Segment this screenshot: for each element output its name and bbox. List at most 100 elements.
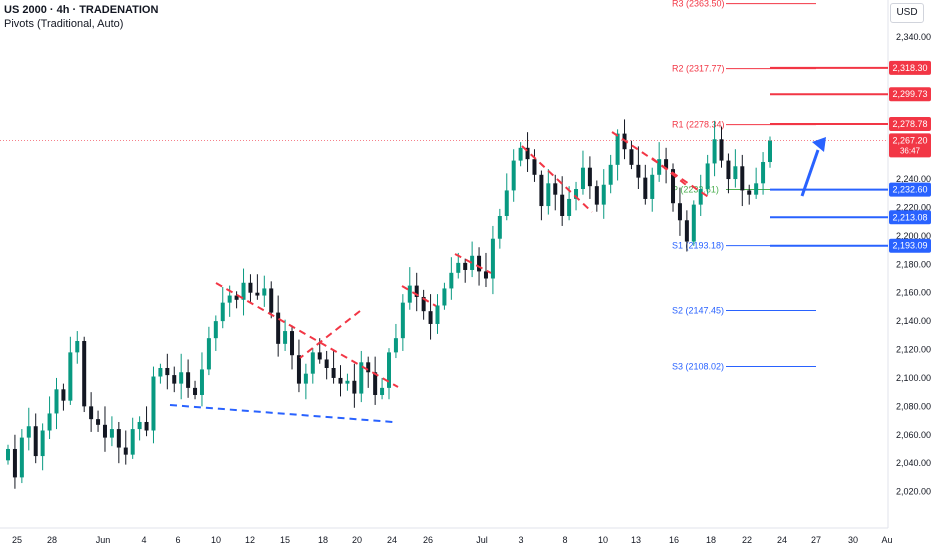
projection-arrow-head[interactable] — [812, 137, 826, 152]
candle-body — [186, 372, 191, 388]
candle-body — [477, 255, 482, 272]
candle-body — [324, 359, 329, 368]
price-axis-ticks: 2,020.00 2,040.00 2,060.00 2,080.00 2,100.00… — [896, 32, 931, 497]
x-tick-label: 13 — [631, 535, 641, 545]
candle-body — [33, 426, 38, 457]
candle-body — [172, 375, 177, 384]
x-tick-label: 25 — [12, 535, 22, 545]
candle-body — [636, 164, 641, 178]
price-badge-3 — [889, 182, 931, 197]
trendline-resistance-3[interactable] — [401, 285, 437, 307]
x-tick-label: 15 — [280, 535, 290, 545]
x-tick-label: 18 — [318, 535, 328, 545]
price-badge-0 — [889, 60, 931, 75]
price-badge-label-4: 2,213.08 — [892, 212, 927, 222]
y-tick-label: 2,120.00 — [896, 345, 931, 355]
trendline-resistance-5[interactable] — [611, 131, 711, 199]
candle-body — [463, 262, 468, 270]
price-badge-label-3: 2,232.60 — [892, 185, 927, 195]
x-tick-label: 30 — [848, 535, 858, 545]
pivot-label-2: R1 (2278.34) — [672, 120, 725, 130]
candle-body — [303, 373, 308, 384]
pivot-label-6: S3 (2108.02) — [672, 362, 724, 372]
candle-body — [747, 190, 752, 195]
candle-body — [449, 272, 454, 289]
x-tick-label: 16 — [669, 535, 679, 545]
candle-body — [40, 430, 45, 457]
x-tick-label: Jul — [476, 535, 488, 545]
pivot-label-3: P (2232.61) — [672, 185, 719, 195]
candle-body — [574, 189, 579, 199]
candle-body — [671, 169, 676, 204]
candle-body — [12, 448, 17, 478]
projection-arrow-shaft[interactable] — [800, 149, 820, 197]
candle-body — [89, 406, 94, 420]
candle-body — [483, 271, 488, 279]
candle-body — [96, 419, 101, 425]
candle-body — [380, 387, 385, 395]
candle-body — [650, 174, 655, 199]
candle-body — [262, 288, 267, 296]
candle-body — [102, 424, 107, 438]
trendline-support[interactable] — [169, 404, 394, 423]
candles — [6, 119, 772, 489]
candle-body — [199, 369, 204, 395]
candle-body — [26, 426, 31, 438]
candle-body — [719, 139, 724, 161]
candle-body — [248, 282, 253, 293]
candle-body — [234, 295, 239, 300]
price-badge-label-2: 2,278.78 — [892, 119, 927, 129]
trendline-resistance-1[interactable] — [299, 310, 361, 359]
candle-body — [109, 429, 114, 438]
x-tick-label: 18 — [706, 535, 716, 545]
y-tick-label: 2,240.00 — [896, 174, 931, 184]
candle-body — [75, 341, 80, 353]
x-tick-label: 12 — [245, 535, 255, 545]
x-tick-label: 24 — [387, 535, 397, 545]
x-tick-label: 10 — [211, 535, 221, 545]
candle-body — [68, 352, 73, 401]
candle-body — [6, 448, 10, 461]
candle-body — [331, 367, 336, 378]
candle-body — [317, 352, 322, 360]
candle-body — [664, 159, 669, 170]
candle-body — [255, 292, 260, 296]
candle-body — [657, 159, 662, 175]
candle-body — [179, 372, 184, 384]
pivot-label-0: R3 (2363.50) — [672, 0, 725, 9]
x-tick-label: Jun — [96, 535, 111, 545]
candle-body — [400, 302, 405, 339]
price-badge-label-5: 2,193.09 — [892, 241, 927, 251]
price-badge-2 — [889, 116, 931, 131]
currency-button[interactable]: USD — [890, 3, 924, 23]
current-price-badge — [889, 133, 931, 158]
trendline-resistance-6[interactable] — [651, 157, 691, 189]
candle-body — [338, 377, 343, 384]
candle-body — [19, 437, 24, 478]
x-tick-label: 28 — [47, 535, 57, 545]
candle-body — [393, 338, 398, 353]
candle-body — [560, 194, 565, 216]
candle-body — [629, 149, 634, 165]
candle-body — [151, 376, 156, 431]
candle-body — [220, 302, 225, 322]
candle-body — [269, 288, 274, 313]
indicator-title[interactable]: Pivots (Traditional, Auto) — [4, 18, 124, 30]
price-badge-label-0: 2,318.30 — [892, 63, 927, 73]
trendline-resistance-2[interactable] — [454, 253, 492, 274]
candle-body — [580, 167, 585, 190]
trendline-resistance-4[interactable] — [521, 145, 593, 213]
candle-body — [490, 238, 495, 279]
candle-body — [130, 429, 135, 455]
x-tick-label: 27 — [811, 535, 821, 545]
candle-body — [740, 166, 745, 191]
candle-body — [594, 186, 599, 205]
candle-body — [698, 189, 703, 205]
candle-body — [373, 372, 378, 395]
pivot-label-4: S1 (2193.18) — [672, 241, 724, 251]
trendline-resistance-0[interactable] — [215, 282, 399, 388]
candle-body — [511, 160, 516, 191]
y-tick-label: 2,180.00 — [896, 259, 931, 269]
candle-body — [497, 215, 502, 239]
